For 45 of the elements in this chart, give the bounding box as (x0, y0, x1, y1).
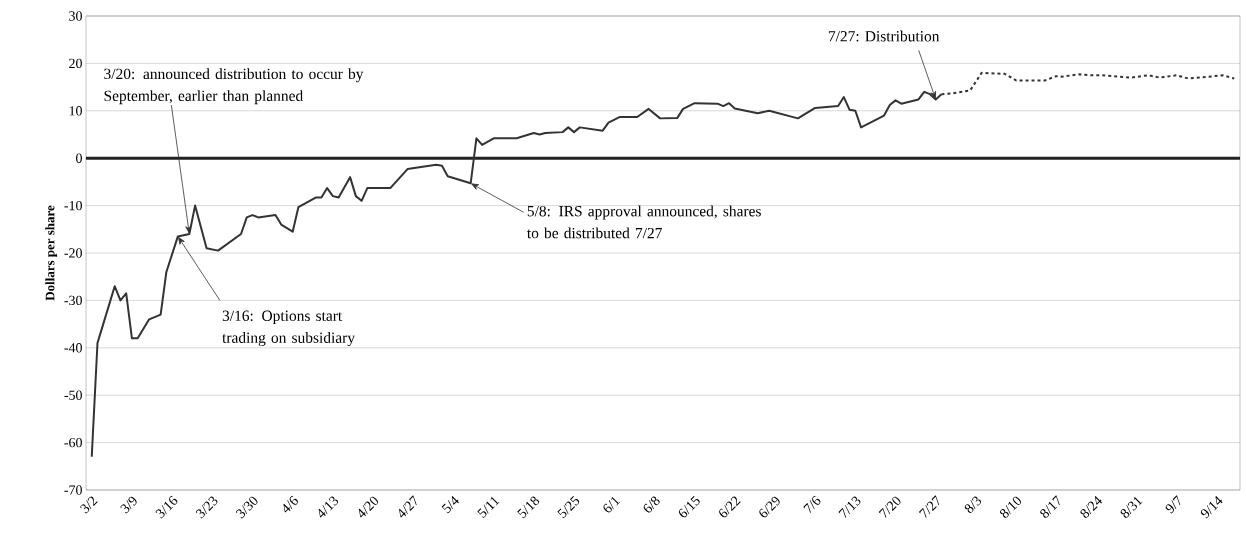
annotation: 3/16: Options start trading on subsidiary (222, 310, 355, 347)
x-tick-label: 4/6 (283, 495, 298, 513)
x-tick-label: 5/4 (441, 496, 459, 514)
y-tick-label: -20 (64, 248, 82, 258)
y-tick-label: -30 (64, 295, 82, 306)
x-tick-label: 8/3 (964, 496, 982, 513)
annotation: 5/8: IRS approval announced, shares to be distributed 7/27 (527, 205, 761, 239)
x-tick-label: 8/24 (1080, 496, 1103, 518)
y-tick-label: -40 (64, 343, 82, 353)
x-tick-label: 9/14 (1200, 496, 1223, 519)
x-tick-label: 4/27 (399, 495, 417, 518)
x-tick-label: 7/6 (803, 495, 821, 513)
annotation: 7/27: Distribution (828, 30, 940, 42)
y-tick-label: -60 (64, 437, 82, 448)
x-tick-label: 9/7 (1165, 495, 1181, 514)
x-tick-label: 8/17 (1040, 495, 1060, 518)
y-tick-label: -70 (64, 485, 82, 495)
x-tick-label: 4/13 (318, 496, 339, 518)
x-tick-label: 3/2 (80, 496, 98, 514)
y-tick-label: 0 (76, 153, 82, 163)
y-tick-label: -10 (64, 200, 82, 211)
x-tick-label: 8/31 (1120, 496, 1143, 518)
x-tick-label: 7/13 (838, 496, 861, 518)
x-tick-label: 7/27 (918, 495, 940, 518)
x-tick-label: 5/18 (517, 496, 540, 519)
y-tick-label: 10 (69, 106, 82, 116)
x-tick-label: 4/20 (358, 496, 379, 518)
x-tick-label: 6/29 (759, 496, 780, 518)
x-tick-label: 3/9 (120, 496, 137, 514)
y-tick-label: -50 (64, 390, 82, 400)
x-tick-label: 6/8 (643, 496, 660, 513)
x-tick-label: 6/22 (719, 496, 741, 518)
x-tick-label: 3/23 (195, 496, 218, 519)
x-tick-label: 3/30 (235, 496, 258, 519)
y-axis-title: Dollars per share (45, 205, 58, 301)
x-tick-label: 6/15 (678, 495, 700, 518)
x-tick-label: 3/16 (155, 495, 178, 519)
x-tick-label: 8/10 (1000, 496, 1022, 518)
x-tick-label: 5/11 (477, 496, 500, 518)
x-tick-label: 5/25 (557, 495, 580, 519)
y-tick-label: 30 (69, 11, 82, 21)
x-tick-label: 6/1 (603, 496, 621, 513)
x-tick-label: 7/20 (878, 496, 901, 518)
y-tick-label: 20 (69, 58, 82, 69)
annotation: 3/20: announced distribution to occur by September, earlier than planned (104, 68, 364, 105)
